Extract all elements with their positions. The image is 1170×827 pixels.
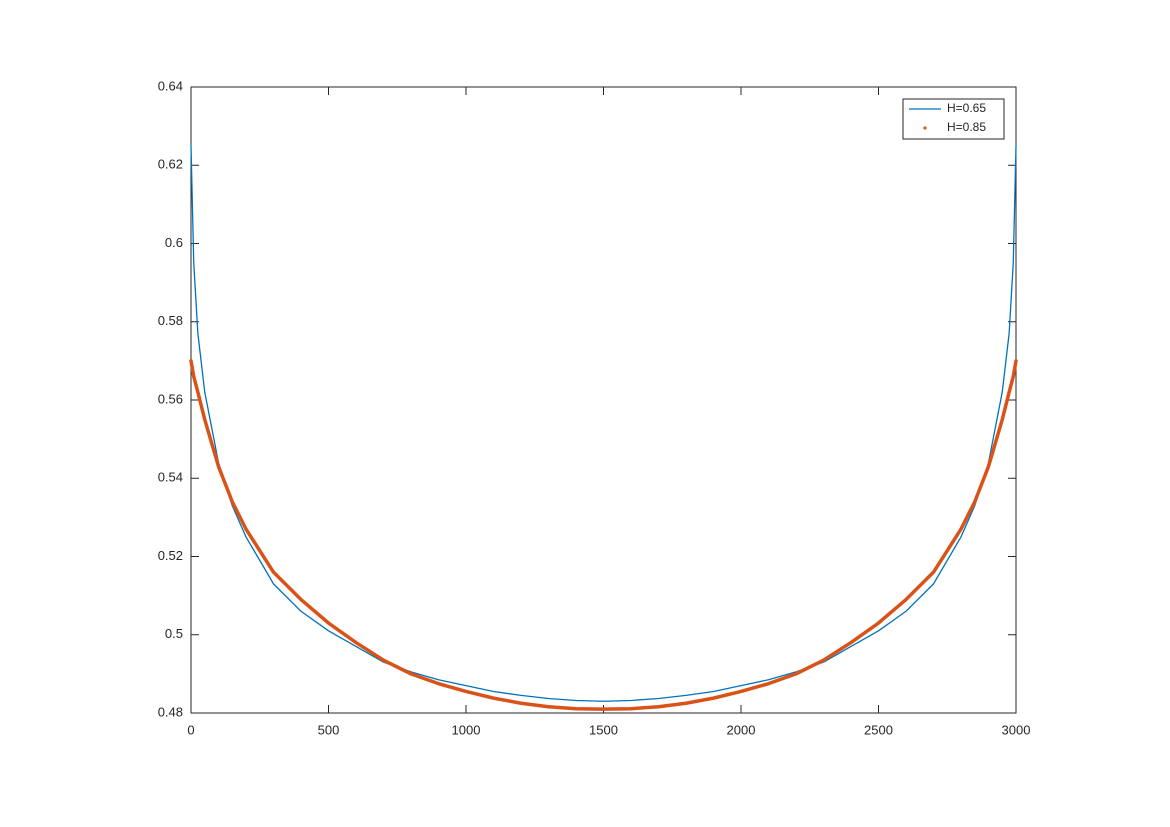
- x-tick-label: 2000: [727, 722, 756, 737]
- y-tick-label: 0.54: [158, 470, 183, 485]
- marker-series: [189, 359, 1018, 711]
- y-tick-label: 0.56: [158, 391, 183, 406]
- x-tick-label: 2500: [864, 722, 893, 737]
- line-series: [190, 145, 1017, 702]
- y-tick-label: 0.6: [165, 235, 183, 250]
- legend-box: [902, 98, 1005, 140]
- y-tick-label: 0.62: [158, 157, 183, 172]
- y-tick-label: 0.48: [158, 704, 183, 719]
- legend-marker: [923, 126, 927, 130]
- y-tick-label: 0.52: [158, 548, 183, 563]
- axes-box: [190, 86, 1017, 714]
- y-tick-label: 0.58: [158, 313, 183, 328]
- legend-label: H=0.65: [947, 101, 986, 115]
- y-tick-label: 0.5: [165, 626, 183, 641]
- legend-label: H=0.85: [947, 120, 986, 134]
- x-tick-label: 3000: [1002, 722, 1031, 737]
- x-tick-label: 0: [187, 722, 194, 737]
- x-tick-label: 1000: [452, 722, 481, 737]
- x-tick-label: 1500: [589, 722, 618, 737]
- x-tick-label: 500: [318, 722, 340, 737]
- y-tick-label: 0.64: [158, 78, 183, 93]
